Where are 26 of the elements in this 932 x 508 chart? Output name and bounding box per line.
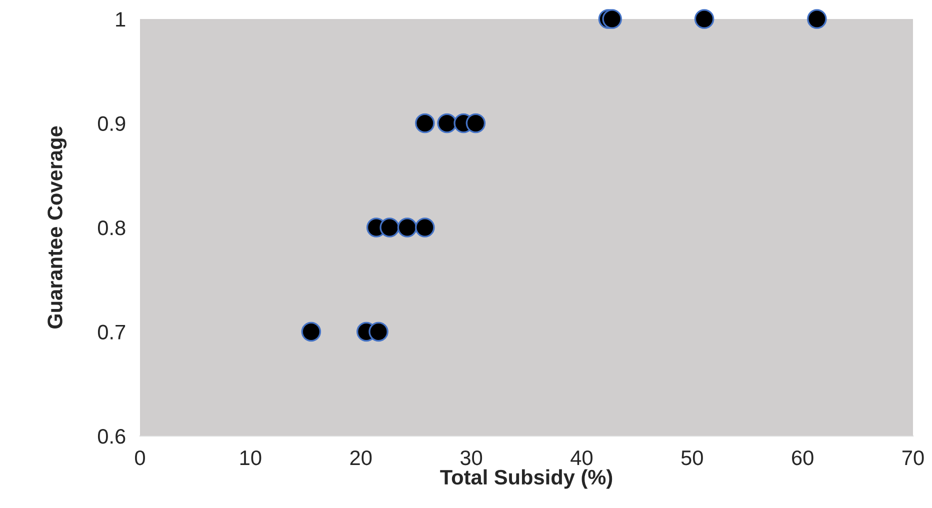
x-tick-label: 50: [681, 450, 703, 466]
x-tick-label: 10: [240, 450, 262, 466]
y-tick-label: 0.6: [98, 429, 126, 444]
x-tick-label: 70: [902, 450, 924, 466]
x-tick-label: 0: [135, 450, 145, 466]
point: [368, 322, 388, 342]
y-tick-label: 0.9: [98, 116, 126, 132]
x-tick-label: 20: [350, 450, 372, 466]
x-axis-title: Total Subsidy (%): [440, 469, 612, 489]
point: [437, 113, 457, 134]
point: [415, 113, 435, 134]
y-axis-title: Guarantee Coverage: [48, 126, 67, 329]
point: [397, 218, 418, 238]
y-tick-label: 0.7: [98, 324, 126, 340]
point: [807, 9, 827, 29]
point: [602, 9, 622, 29]
x-tick-label: 30: [460, 450, 482, 466]
x-tick-label: 60: [792, 450, 814, 466]
point: [694, 9, 714, 29]
x-tick-label: 40: [570, 450, 592, 466]
point: [466, 113, 486, 134]
y-tick-label: 0.8: [98, 220, 126, 236]
point: [415, 218, 435, 238]
point: [301, 322, 322, 342]
y-tick-label: 1: [116, 12, 126, 27]
point: [380, 218, 400, 238]
